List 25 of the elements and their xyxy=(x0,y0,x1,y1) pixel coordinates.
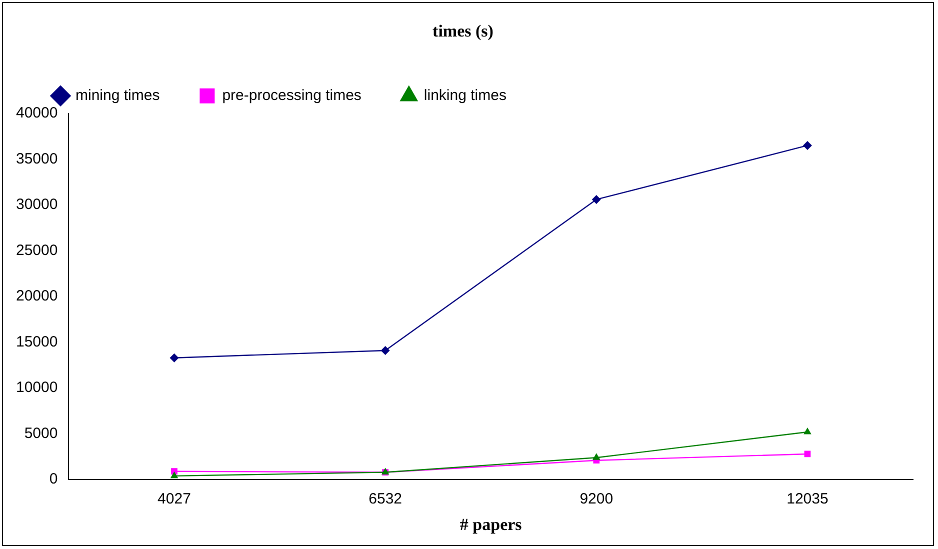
x-axis-title: # papers xyxy=(460,515,522,534)
chart-title: times (s) xyxy=(432,22,494,41)
point xyxy=(170,471,178,478)
y-tick-label: 35000 xyxy=(16,150,58,168)
legend-label: linking times xyxy=(424,87,506,104)
y-tick-label: 10000 xyxy=(16,379,58,396)
x-tick-label: 4027 xyxy=(158,490,191,508)
legend-label: mining times xyxy=(76,87,160,104)
x-tick-label: 6532 xyxy=(368,490,402,508)
legend-label: pre-processing times xyxy=(222,87,362,104)
y-tick-label: 0 xyxy=(49,470,58,488)
x-tick-label: 12035 xyxy=(786,490,828,508)
point xyxy=(802,140,812,150)
point xyxy=(592,453,600,460)
y-tick-label: 5000 xyxy=(24,424,58,442)
y-tick-label: 30000 xyxy=(16,196,58,214)
point xyxy=(170,353,179,362)
y-tick-label: 40000 xyxy=(16,104,58,122)
y-tick-label: 15000 xyxy=(16,333,58,350)
y-tick-label: 25000 xyxy=(16,242,58,259)
point xyxy=(804,427,812,434)
point xyxy=(592,194,601,204)
x-tick-label: 9200 xyxy=(580,490,614,508)
y-tick-label: 20000 xyxy=(16,288,58,305)
point xyxy=(380,346,390,356)
